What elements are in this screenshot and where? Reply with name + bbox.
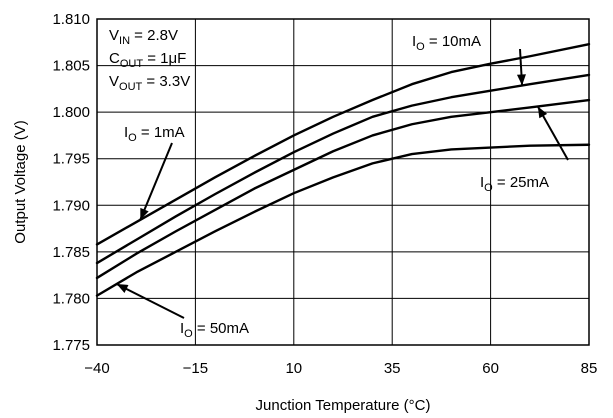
- annotation-label-4: IO = 50mA: [180, 320, 249, 340]
- y-tick-label: 1.780: [52, 290, 90, 307]
- y-tick-label: 1.790: [52, 197, 90, 214]
- annotation-label-2: IO = 10mA: [412, 33, 481, 53]
- y-tick-label: 1.810: [52, 11, 90, 28]
- x-tick-label: 85: [581, 360, 598, 377]
- annotation-arrow: [116, 283, 185, 319]
- x-tick-label: 35: [384, 360, 401, 377]
- series-line-2: [95, 73, 591, 265]
- y-axis-title: Output Voltage (V): [12, 120, 29, 243]
- y-tick-label: 1.775: [52, 337, 90, 354]
- y-tick-label: 1.805: [52, 58, 90, 75]
- annotation-label-3: IO = 25mA: [480, 174, 549, 194]
- annotation-arrowhead: [140, 207, 149, 220]
- annotation-arrowhead: [116, 283, 129, 293]
- y-tick-label: 1.800: [52, 104, 90, 121]
- annotation-arrow: [139, 142, 173, 221]
- y-tick-label: 1.785: [52, 244, 90, 261]
- y-tick-label: 1.795: [52, 151, 90, 168]
- x-axis-title: Junction Temperature (°C): [256, 397, 431, 414]
- x-tick-label: −40: [84, 360, 109, 377]
- series-line-4: [95, 143, 591, 297]
- annotation-arrowhead: [537, 106, 548, 119]
- plot-frame: [96, 18, 590, 346]
- series-line-3: [95, 98, 591, 280]
- condition-text: VIN = 2.8V: [109, 27, 178, 47]
- x-tick-label: −15: [183, 360, 208, 377]
- condition-text: COUT = 1μF: [109, 50, 186, 70]
- annotation-arrowhead: [516, 74, 526, 86]
- condition-text: VOUT = 3.3V: [109, 73, 190, 93]
- x-tick-label: 60: [482, 360, 499, 377]
- series-line-1: [95, 42, 591, 246]
- x-tick-label: 10: [285, 360, 302, 377]
- annotation-label-1: IO = 1mA: [124, 124, 185, 144]
